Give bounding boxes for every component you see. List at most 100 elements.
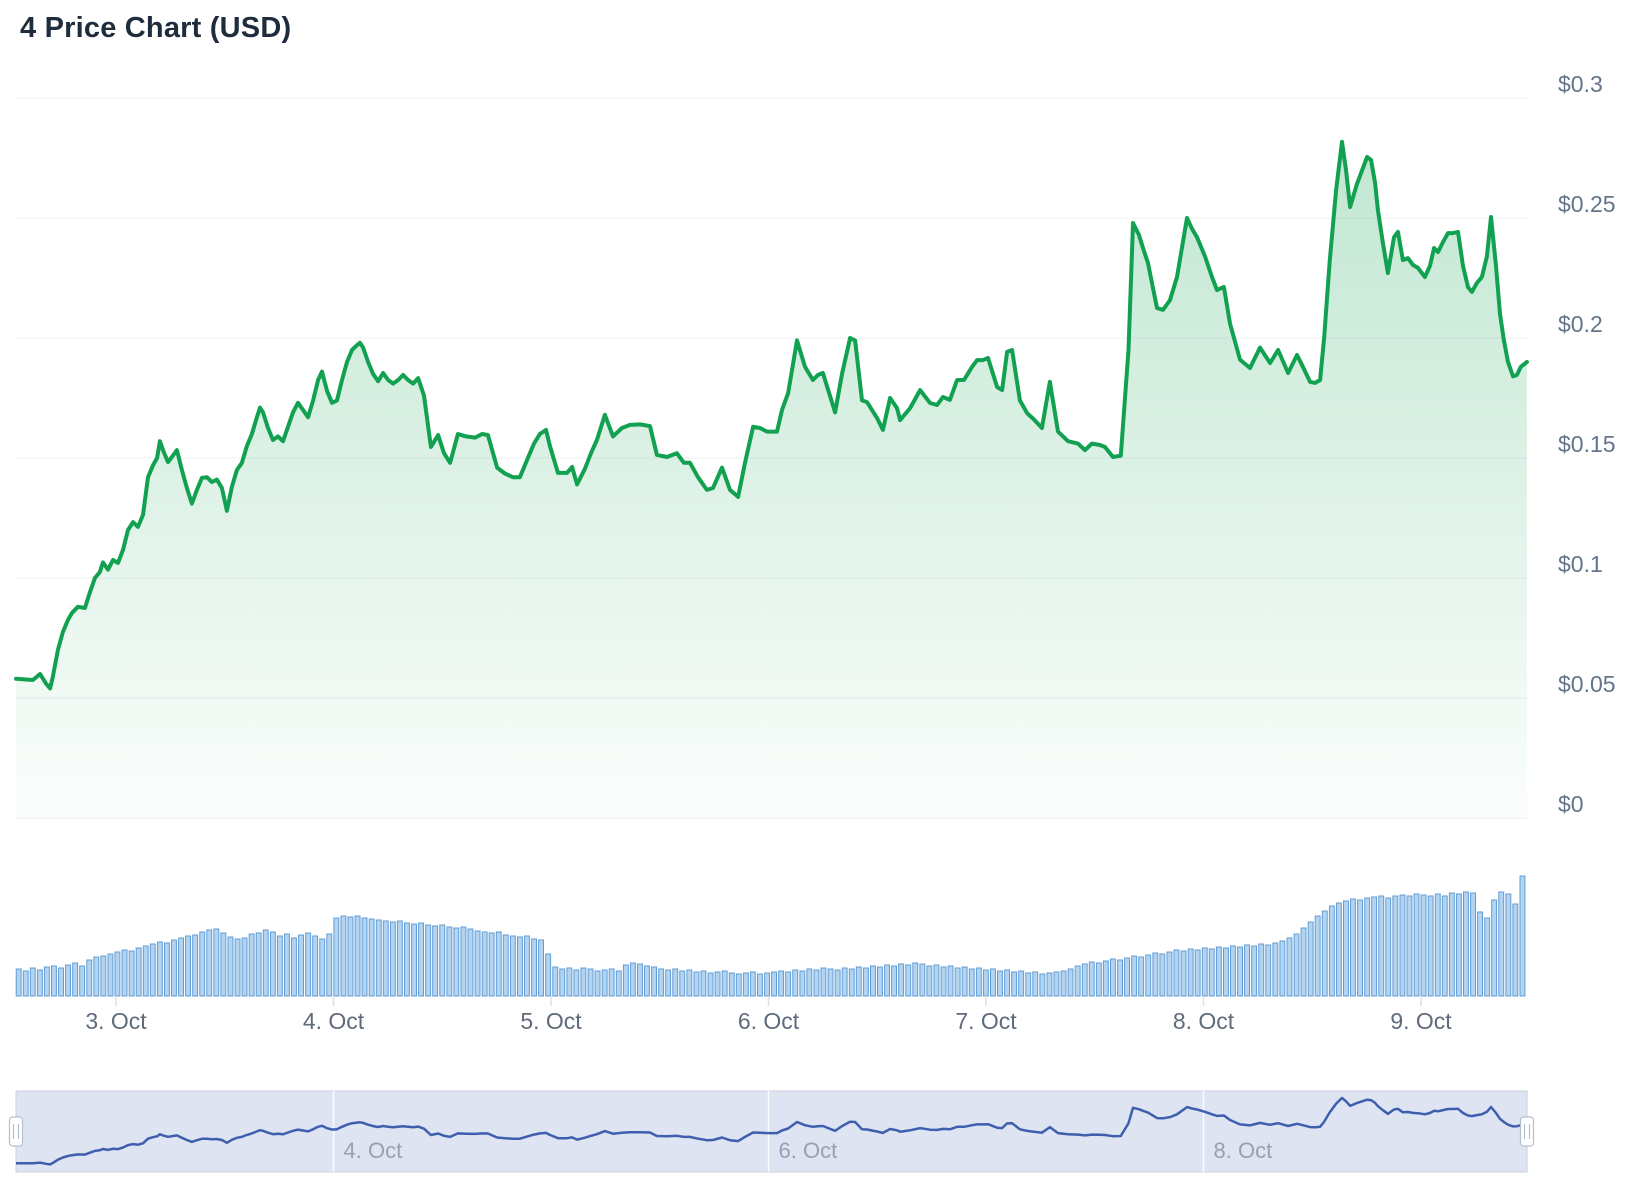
volume-bar[interactable]: [665, 969, 672, 997]
volume-bar[interactable]: [262, 929, 269, 997]
volume-bar[interactable]: [615, 970, 622, 997]
volume-bar[interactable]: [1025, 972, 1032, 997]
volume-bar[interactable]: [1392, 895, 1399, 997]
volume-bar[interactable]: [404, 922, 410, 997]
volume-bar[interactable]: [284, 933, 290, 997]
volume-bar[interactable]: [841, 967, 848, 997]
volume-bar[interactable]: [1032, 971, 1039, 997]
volume-bar[interactable]: [1117, 959, 1123, 997]
volume-bar[interactable]: [1145, 954, 1152, 997]
volume-bar[interactable]: [1434, 893, 1441, 997]
volume-bar[interactable]: [954, 967, 961, 997]
volume-bar[interactable]: [1067, 968, 1074, 997]
volume-bar[interactable]: [820, 967, 827, 997]
volume-bar[interactable]: [559, 968, 566, 997]
volume-bar[interactable]: [1088, 961, 1095, 997]
volume-bar[interactable]: [488, 932, 495, 997]
volume-bar[interactable]: [107, 953, 114, 997]
volume-bar[interactable]: [206, 929, 213, 997]
volume-bar[interactable]: [1519, 875, 1526, 997]
price-line-series[interactable]: [14, 139, 1529, 691]
volume-bar[interactable]: [142, 945, 149, 997]
volume-bar[interactable]: [1102, 960, 1109, 997]
volume-bar[interactable]: [439, 924, 446, 997]
volume-bar[interactable]: [1498, 891, 1505, 997]
volume-bar[interactable]: [1244, 944, 1250, 997]
volume-bar[interactable]: [1300, 927, 1307, 997]
volume-bar[interactable]: [1223, 947, 1229, 997]
volume-bar[interactable]: [855, 966, 862, 997]
volume-bar[interactable]: [587, 968, 594, 997]
volume-bar[interactable]: [933, 964, 940, 997]
volume-bar[interactable]: [884, 964, 890, 997]
volume-bar[interactable]: [1413, 893, 1420, 997]
volume-bar[interactable]: [714, 971, 721, 997]
volume-bars[interactable]: [15, 875, 1526, 997]
volume-bar[interactable]: [1378, 895, 1385, 997]
volume-bar[interactable]: [601, 969, 608, 997]
volume-bar[interactable]: [870, 965, 876, 997]
volume-bar[interactable]: [608, 968, 615, 997]
volume-bar[interactable]: [848, 968, 855, 997]
volume-bar[interactable]: [721, 970, 728, 997]
volume-bar[interactable]: [220, 932, 227, 997]
volume-bar[interactable]: [509, 935, 516, 997]
volume-bar[interactable]: [1152, 952, 1159, 997]
volume-bar[interactable]: [1194, 949, 1201, 997]
volume-bar[interactable]: [573, 969, 580, 997]
volume-bar[interactable]: [1406, 895, 1413, 997]
volume-bar[interactable]: [389, 921, 396, 997]
volume-bar[interactable]: [905, 964, 912, 997]
volume-bar[interactable]: [1215, 946, 1222, 997]
volume-bar[interactable]: [792, 969, 799, 997]
volume-bar[interactable]: [1463, 891, 1469, 997]
volume-bar[interactable]: [1484, 917, 1491, 997]
volume-bar[interactable]: [185, 935, 192, 997]
volume-bar[interactable]: [1420, 894, 1427, 997]
volume-bar[interactable]: [15, 968, 22, 997]
volume-bar[interactable]: [291, 937, 297, 997]
volume-bar[interactable]: [255, 932, 262, 997]
volume-bar[interactable]: [1307, 921, 1314, 997]
volume-bar[interactable]: [22, 970, 29, 997]
volume-bar[interactable]: [1124, 957, 1130, 997]
volume-bar[interactable]: [1364, 897, 1371, 997]
volume-bar[interactable]: [982, 969, 989, 997]
volume-bar[interactable]: [1371, 896, 1378, 997]
volume-bar[interactable]: [460, 926, 467, 997]
volume-bar[interactable]: [1286, 937, 1293, 997]
volume-bar[interactable]: [192, 934, 199, 997]
volume-bar[interactable]: [742, 972, 749, 997]
volume-bar[interactable]: [178, 937, 185, 997]
volume-bar[interactable]: [276, 935, 283, 997]
volume-bar[interactable]: [425, 924, 432, 997]
volume-bar[interactable]: [227, 936, 234, 997]
volume-bar[interactable]: [128, 950, 135, 997]
volume-bar[interactable]: [912, 962, 919, 997]
volume-bar[interactable]: [898, 963, 905, 997]
volume-bar[interactable]: [1018, 970, 1025, 997]
volume-bar[interactable]: [1335, 902, 1342, 997]
volume-bar[interactable]: [1328, 905, 1335, 997]
volume-bar[interactable]: [566, 967, 573, 997]
volume-bar[interactable]: [1237, 946, 1243, 997]
volume-bar[interactable]: [502, 934, 509, 997]
nav-handle-right[interactable]: [1519, 1116, 1535, 1147]
volume-bar[interactable]: [43, 966, 50, 997]
volume-bar[interactable]: [1166, 951, 1173, 997]
volume-bar[interactable]: [354, 915, 361, 997]
volume-bar[interactable]: [36, 969, 43, 997]
volume-bar[interactable]: [1011, 971, 1018, 997]
volume-bar[interactable]: [1208, 948, 1215, 997]
volume-bar[interactable]: [651, 966, 657, 997]
volume-bar[interactable]: [940, 966, 947, 997]
volume-bar[interactable]: [785, 971, 792, 997]
volume-bar[interactable]: [877, 966, 883, 997]
volume-bar[interactable]: [968, 968, 975, 997]
volume-bar[interactable]: [580, 967, 587, 997]
volume-bar[interactable]: [1138, 956, 1145, 997]
volume-bar[interactable]: [1251, 945, 1258, 997]
volume-bar[interactable]: [926, 965, 933, 997]
volume-bar[interactable]: [382, 920, 389, 997]
